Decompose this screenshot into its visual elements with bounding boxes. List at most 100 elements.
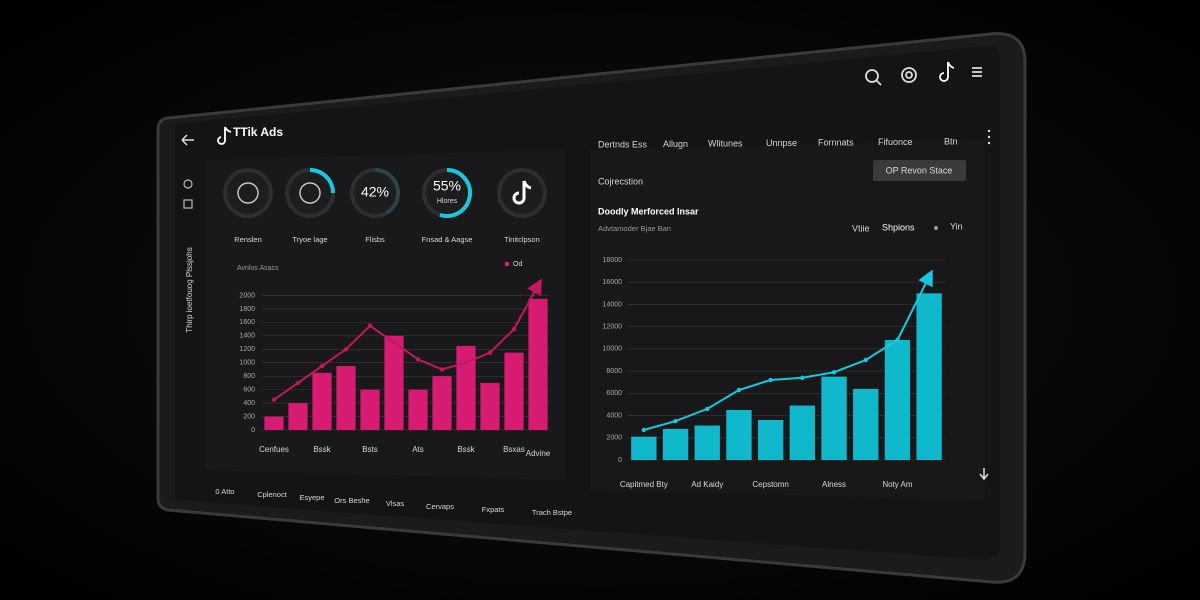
x-tick-label: Alness	[822, 480, 846, 489]
bottom-tab[interactable]: Ors Beshe	[334, 496, 369, 505]
more-dot[interactable]	[987, 141, 991, 145]
bar	[408, 389, 428, 430]
bar	[726, 410, 752, 460]
bar	[757, 420, 784, 460]
trend-line	[643, 269, 933, 431]
nav-tab[interactable]: Unnpse	[766, 138, 797, 148]
legend-dot	[934, 226, 938, 230]
bar	[916, 293, 942, 460]
legend-label: Vtiie	[852, 223, 870, 233]
bottom-tab[interactable]: Fxpats	[482, 505, 505, 514]
sidebar-icons	[183, 179, 193, 209]
kpi-ring	[223, 168, 273, 218]
section-label: Cojrecstion	[598, 176, 643, 186]
y-tick-label: 6000	[606, 390, 622, 397]
kpi-label: Flisbs	[365, 235, 385, 244]
tiktok-icon[interactable]	[939, 61, 955, 82]
y-tick-label: 800	[243, 373, 255, 380]
x-tick-label: Ats	[412, 445, 424, 454]
bar	[789, 405, 816, 460]
y-tick-label: 18000	[603, 257, 623, 264]
action-button-label[interactable]: OP Revon Stace	[886, 165, 953, 175]
y-tick-label: 600	[243, 386, 255, 393]
x-tick-label: Advine	[526, 449, 551, 458]
bar	[336, 366, 356, 430]
chart-subtitle: Avnlos Asacs	[237, 265, 279, 272]
bottom-tab[interactable]: Trach Bstpe	[532, 508, 572, 517]
x-tick-label: Bsxas	[503, 445, 525, 454]
y-tick-label: 0	[618, 457, 622, 464]
nav-tab[interactable]: Dertnds Ess	[598, 139, 648, 149]
y-tick-label: 8000	[606, 368, 622, 375]
more-dot[interactable]	[987, 135, 991, 139]
bar	[480, 382, 500, 430]
sidebar-icon[interactable]	[183, 179, 193, 189]
kpi-label: Renslen	[234, 235, 262, 244]
download-icon[interactable]	[979, 468, 989, 481]
back-button[interactable]	[181, 134, 194, 146]
kpi-icon	[299, 182, 321, 204]
bar	[662, 428, 689, 460]
x-tick-label: Cenfues	[259, 445, 289, 454]
sidebar-label: Thirp ioetfouog Plssjohs	[185, 247, 194, 332]
settings-icon[interactable]	[901, 67, 917, 83]
bottom-tab[interactable]: Cervaps	[426, 502, 454, 511]
x-tick-label: Bssk	[457, 445, 475, 454]
y-tick-label: 1400	[239, 333, 255, 340]
kpi-progress	[374, 168, 400, 215]
bar	[884, 340, 911, 460]
more-dot[interactable]	[987, 129, 991, 133]
y-tick-label: 1600	[239, 319, 255, 326]
y-tick-label: 2000	[606, 435, 622, 442]
bottom-tab[interactable]: Esyepe	[299, 493, 324, 502]
logo	[217, 126, 232, 145]
legend-label: Od	[513, 261, 522, 268]
bar	[853, 388, 879, 460]
settings-inner	[905, 71, 913, 79]
bar	[312, 372, 332, 430]
nav-tab[interactable]: Fifuonce	[878, 137, 913, 147]
bar	[456, 345, 476, 430]
bar	[821, 376, 847, 460]
trend-line	[273, 278, 542, 401]
kpi-accent	[309, 168, 335, 194]
bottom-tab[interactable]: Vlsas	[386, 499, 405, 508]
bar	[528, 298, 548, 430]
menu-icon[interactable]	[972, 67, 982, 77]
kpi-icon	[512, 180, 532, 205]
nav-tab[interactable]: Allugn	[663, 139, 688, 149]
nav-tab[interactable]: Fornnats	[818, 137, 854, 147]
action-button[interactable]	[873, 160, 966, 181]
kpi-label: Fnsad & Aagse	[422, 235, 473, 244]
bar	[288, 403, 308, 430]
kpi-value: 42%	[361, 184, 389, 200]
x-tick-label: Ad Kaidy	[691, 480, 723, 489]
y-tick-label: 12000	[603, 324, 623, 331]
x-tick-label: Capitmed Bty	[620, 480, 668, 489]
legend-label: Shpions	[882, 222, 915, 232]
nav-tab[interactable]: Btn	[944, 136, 958, 146]
y-tick-label: 0	[251, 427, 255, 434]
bar	[384, 335, 404, 430]
y-tick-label: 4000	[606, 412, 622, 419]
y-tick-label: 2000	[239, 292, 255, 299]
x-tick-label: Noty Am	[882, 480, 913, 489]
sidebar-icon[interactable]	[183, 199, 193, 209]
search-handle	[875, 79, 882, 86]
y-tick-label: 400	[243, 400, 255, 407]
y-tick-label: 10000	[603, 346, 623, 353]
bottom-tab[interactable]: Cplenoct	[257, 490, 288, 499]
app-title: TTik Ads	[233, 125, 283, 139]
nav-tab[interactable]: Wlitunes	[708, 138, 743, 148]
x-tick-label: Cepstomn	[752, 480, 788, 489]
bottom-tab[interactable]: 0 Atto	[215, 487, 234, 496]
bar	[504, 352, 524, 430]
legend-label: Yin	[950, 221, 963, 231]
toolbar[interactable]	[865, 61, 982, 86]
y-tick-label: 16000	[603, 279, 623, 286]
chart-title: Doodly Merforced Insar	[598, 206, 699, 216]
search-icon[interactable]	[865, 69, 879, 83]
y-tick-label: 1800	[239, 306, 255, 313]
bar	[360, 389, 380, 430]
